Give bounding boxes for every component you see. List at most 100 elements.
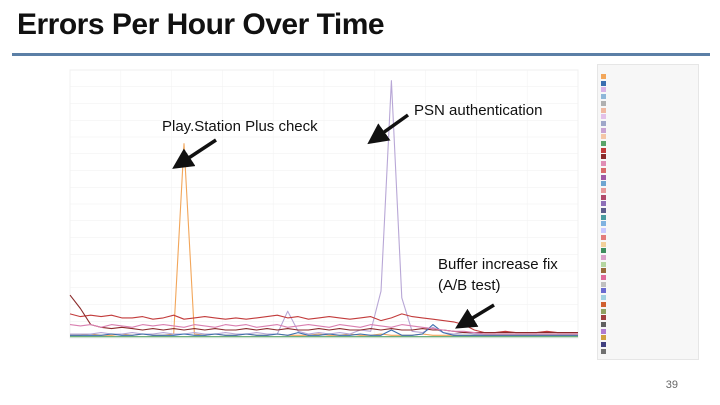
- legend-item: [601, 94, 696, 100]
- legend-swatch: [601, 134, 606, 140]
- legend-item: [601, 315, 696, 321]
- annotation-buffer-fix-line2: (A/B test): [438, 277, 501, 294]
- legend-swatch: [601, 321, 606, 327]
- legend-swatch: [601, 261, 606, 267]
- legend-item: [601, 100, 696, 107]
- legend-swatch: [601, 308, 606, 314]
- legend-swatch: [601, 174, 606, 180]
- legend-item: [601, 221, 696, 227]
- legend-item: [601, 241, 696, 248]
- legend-item: [601, 120, 696, 127]
- legend-item: [601, 228, 696, 234]
- slide-title: Errors Per Hour Over Time: [17, 8, 385, 41]
- legend-swatch: [601, 114, 606, 120]
- legend-swatch: [601, 201, 606, 207]
- legend-item: [601, 181, 696, 187]
- legend-item: [601, 335, 696, 341]
- legend-item: [601, 201, 696, 207]
- annotation-buffer-fix-line1: Buffer increase fix: [438, 256, 558, 273]
- legend-item: [601, 114, 696, 120]
- legend-item: [601, 348, 696, 355]
- legend-item: [601, 134, 696, 140]
- legend-item: [601, 174, 696, 181]
- legend-item: [601, 147, 696, 154]
- legend-item: [601, 234, 696, 241]
- legend-swatch: [601, 328, 606, 334]
- legend-swatch: [601, 127, 606, 133]
- arrow-psn-auth: [367, 113, 410, 145]
- legend-item: [601, 127, 696, 134]
- legend-swatch: [601, 254, 606, 260]
- legend-item: [601, 281, 696, 288]
- legend-swatch: [601, 167, 606, 173]
- legend-swatch: [601, 194, 606, 200]
- legend-item: [601, 80, 696, 87]
- chart-legend: [597, 64, 699, 360]
- legend-item: [601, 308, 696, 315]
- legend-swatch: [601, 268, 606, 274]
- arrow-ps-plus: [172, 138, 217, 169]
- legend-swatch: [601, 281, 606, 287]
- series-line-4: [70, 324, 578, 336]
- legend-item: [601, 74, 696, 80]
- legend-item: [601, 268, 696, 274]
- legend-item: [601, 167, 696, 174]
- legend-swatch: [601, 154, 606, 160]
- legend-swatch: [601, 94, 606, 100]
- legend-item: [601, 261, 696, 268]
- legend-item: [601, 254, 696, 261]
- legend-item: [601, 275, 696, 281]
- legend-swatch: [601, 295, 606, 301]
- legend-swatch: [601, 87, 606, 93]
- annotation-psn-auth: PSN authentication: [414, 102, 543, 119]
- legend-item: [601, 141, 696, 147]
- legend-item: [601, 342, 696, 348]
- legend-swatch: [601, 74, 606, 79]
- legend-swatch: [601, 228, 606, 234]
- legend-item: [601, 321, 696, 328]
- chart-grid: [69, 69, 579, 339]
- legend-swatch: [601, 141, 606, 146]
- legend-swatch: [601, 234, 606, 240]
- title-underline: [12, 53, 710, 56]
- annotation-arrows: [172, 113, 495, 329]
- legend-swatch: [601, 181, 606, 187]
- legend-item: [601, 161, 696, 167]
- page-number: 39: [665, 379, 678, 391]
- legend-swatch: [601, 187, 606, 193]
- legend-item: [601, 87, 696, 93]
- legend-item: [601, 328, 696, 335]
- legend-swatch: [601, 120, 606, 126]
- legend-item: [601, 301, 696, 308]
- legend-swatch: [601, 161, 606, 167]
- legend-swatch: [601, 221, 606, 227]
- legend-swatch: [601, 248, 606, 254]
- legend-swatch: [601, 241, 606, 247]
- legend-item: [601, 288, 696, 294]
- series-line-3: [69, 294, 578, 334]
- series-line-6: [69, 324, 578, 335]
- legend-item: [601, 214, 696, 221]
- legend-item: [601, 154, 696, 160]
- legend-swatch: [601, 208, 606, 213]
- chart-series: [69, 80, 578, 338]
- legend-swatch: [601, 342, 606, 347]
- legend-swatch: [601, 147, 606, 153]
- legend-swatch: [601, 107, 606, 113]
- legend-item: [601, 248, 696, 254]
- arrow-buffer-fix: [455, 303, 495, 329]
- legend-swatch: [601, 214, 606, 220]
- legend-swatch: [601, 275, 606, 280]
- legend-swatch: [601, 301, 606, 307]
- legend-item: [601, 295, 696, 301]
- legend-swatch: [601, 288, 606, 294]
- legend-item: [601, 194, 696, 201]
- legend-swatch: [601, 315, 606, 321]
- legend-swatch: [601, 80, 606, 86]
- legend-swatch: [601, 100, 606, 106]
- legend-item: [601, 208, 696, 214]
- legend-swatch: [601, 335, 606, 341]
- legend-swatch: [601, 348, 606, 354]
- annotation-ps-plus: Play.Station Plus check: [162, 118, 318, 135]
